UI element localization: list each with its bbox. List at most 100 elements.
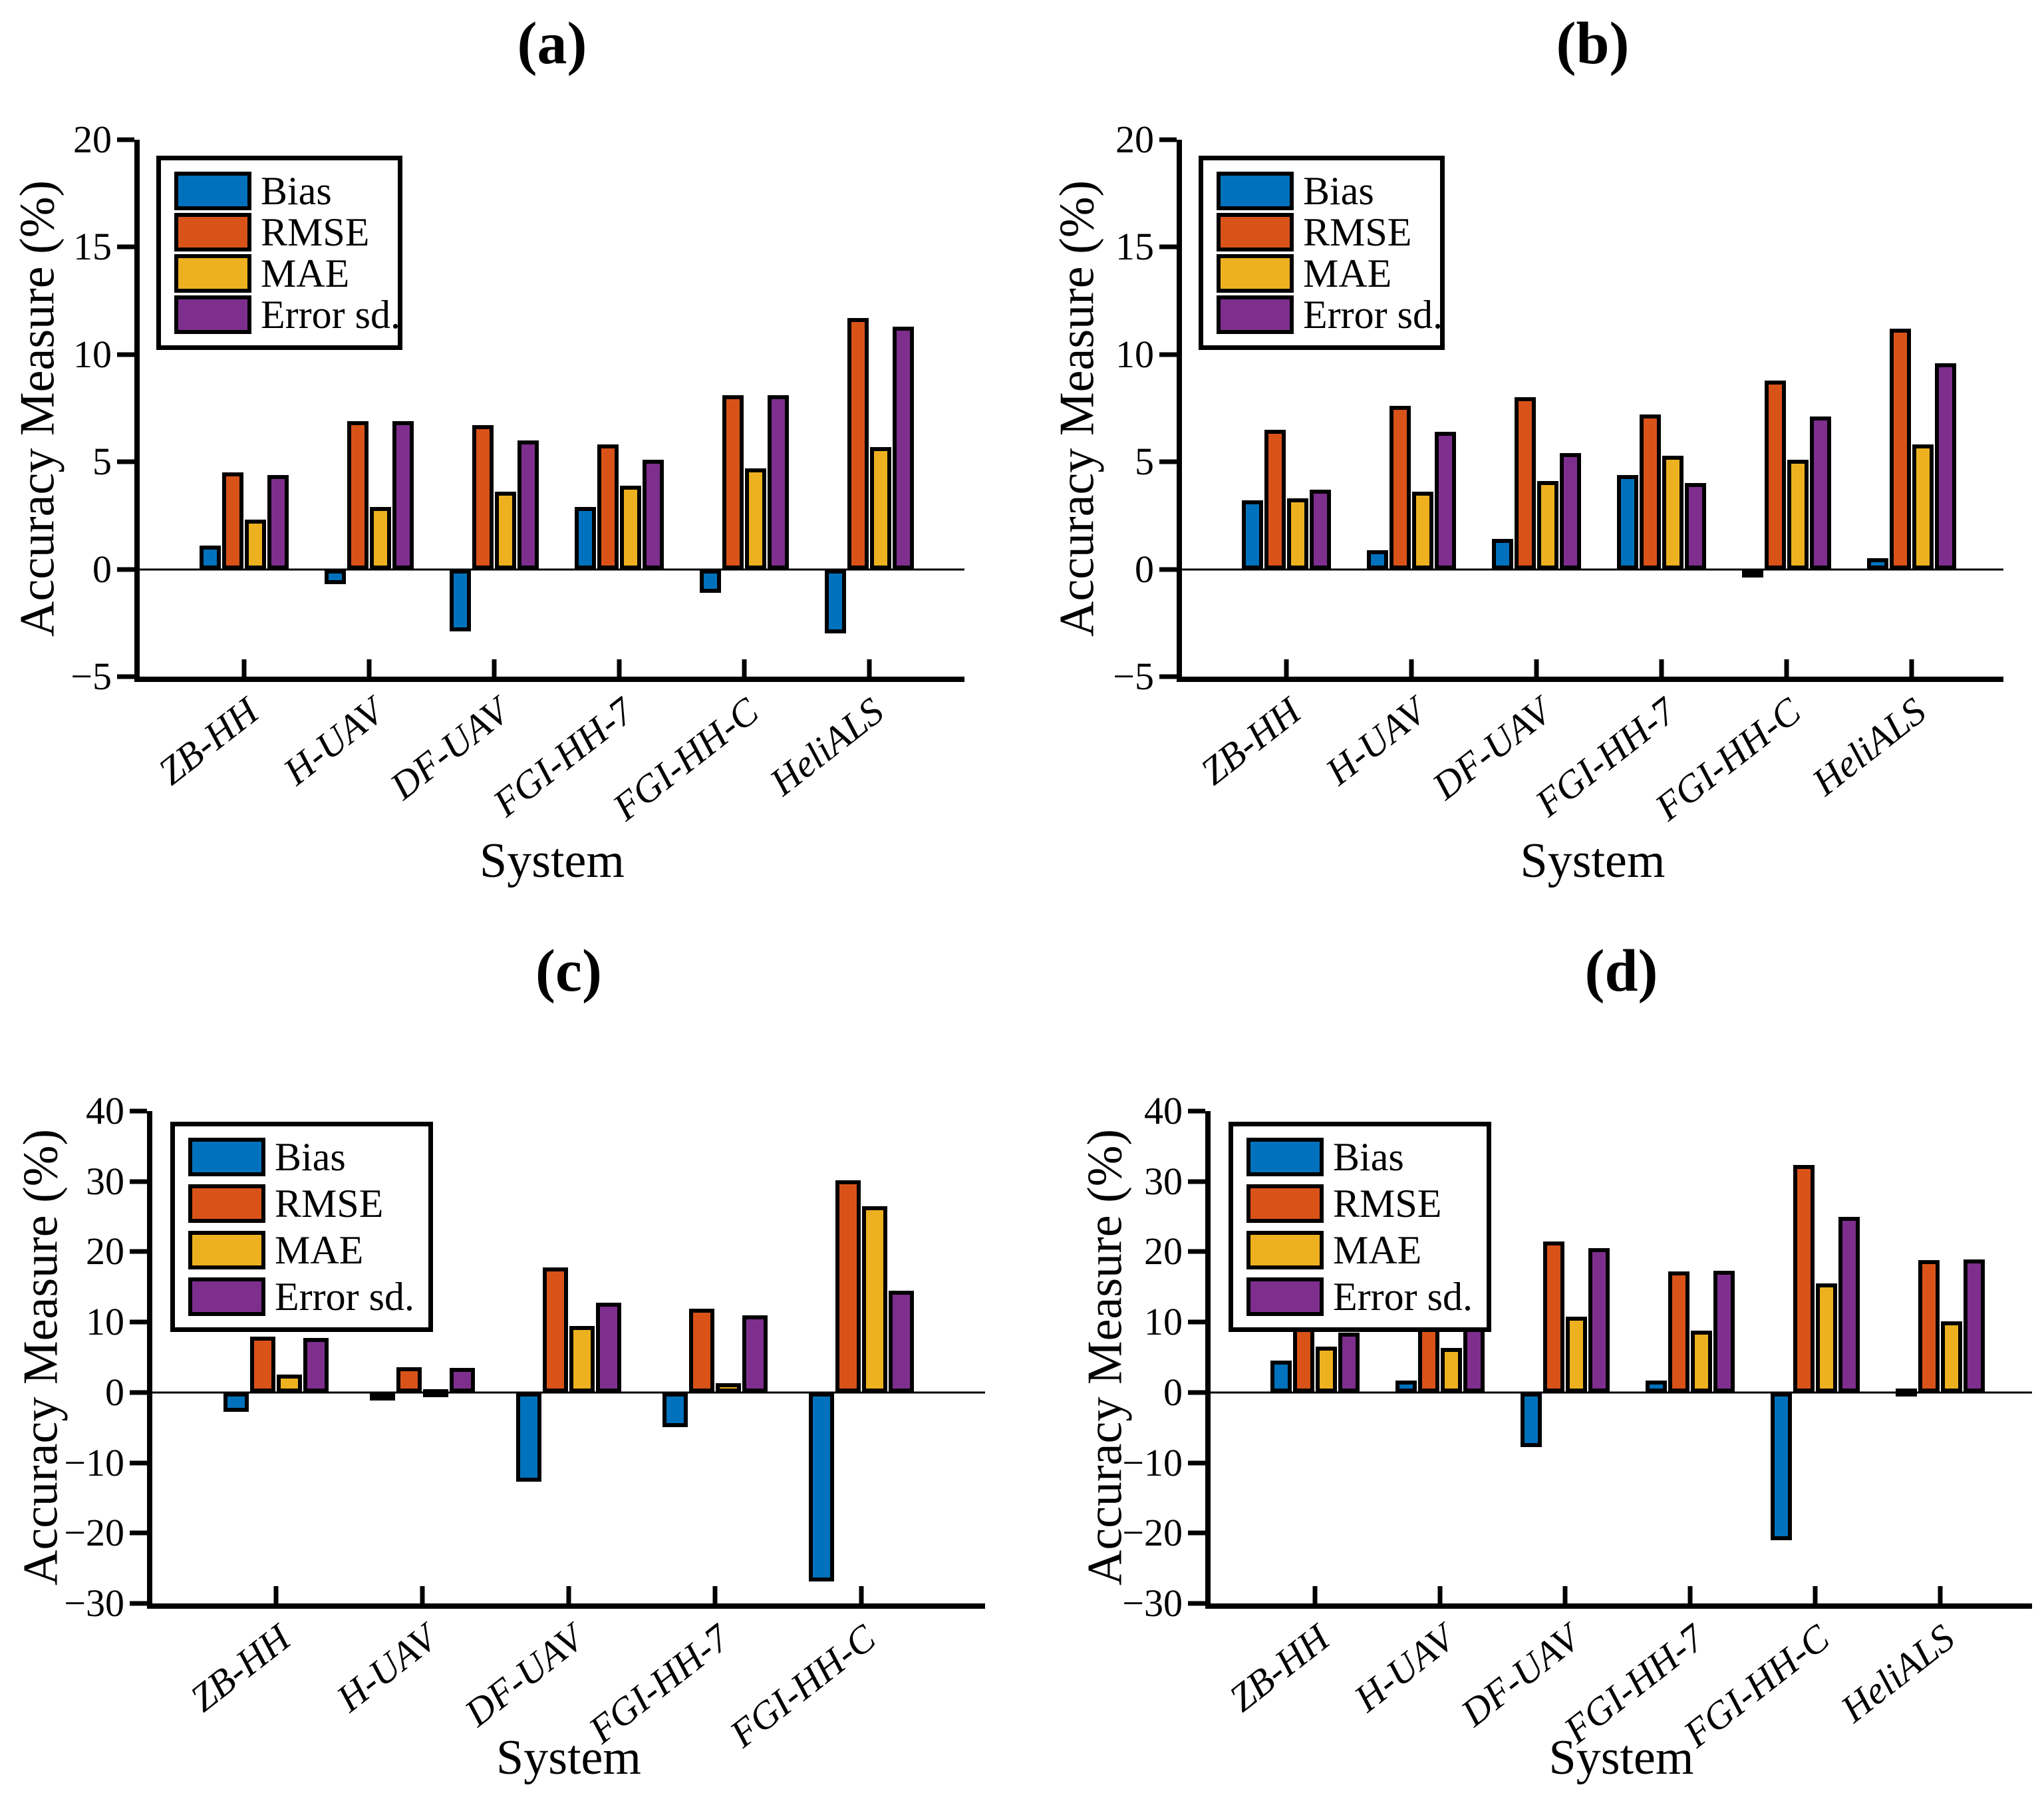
x-tick-mark bbox=[1784, 659, 1789, 677]
x-tick-label: H-UAV bbox=[1346, 1615, 1463, 1721]
bar bbox=[870, 446, 891, 570]
x-tick-mark bbox=[420, 1586, 425, 1603]
bar bbox=[347, 420, 368, 570]
bar bbox=[1412, 492, 1433, 570]
y-tick-mark bbox=[117, 459, 134, 464]
x-tick-mark bbox=[712, 1586, 718, 1603]
legend-swatch-bias bbox=[1246, 1138, 1324, 1176]
y-tick-label: 40 bbox=[1144, 1089, 1183, 1132]
y-tick-mark bbox=[1188, 1601, 1205, 1606]
panel-d-plot-area: 40 30 20 10 0 −10 −20 −30 ZB-HH H-UAV DF-UAV FGI-HH… bbox=[1122, 1092, 2032, 1756]
bar bbox=[1765, 380, 1786, 570]
legend: Bias RMSE MAE Error sd. bbox=[170, 1122, 433, 1332]
y-tick-mark bbox=[1159, 459, 1177, 464]
panel-b-x-axis-label: System bbox=[1520, 834, 1666, 888]
bar bbox=[245, 520, 266, 570]
legend-swatch-mae bbox=[1217, 254, 1294, 293]
y-tick-mark bbox=[1188, 1108, 1205, 1114]
x-tick-label: H-UAV bbox=[1317, 689, 1434, 794]
bar bbox=[1685, 483, 1706, 570]
legend-item: RMSE bbox=[1246, 1184, 1473, 1224]
legend-label: MAE bbox=[275, 1228, 364, 1272]
zero-line bbox=[152, 1391, 985, 1394]
bar bbox=[1912, 444, 1934, 570]
bar bbox=[1588, 1248, 1610, 1393]
legend-swatch-error-sd- bbox=[188, 1277, 265, 1316]
legend-swatch-error-sd- bbox=[1246, 1277, 1324, 1316]
legend-swatch-error-sd- bbox=[1217, 295, 1294, 334]
bar bbox=[1543, 1241, 1564, 1393]
bar bbox=[1964, 1259, 1985, 1393]
x-tick-mark bbox=[1409, 659, 1414, 677]
bar bbox=[1668, 1271, 1689, 1393]
legend-item: MAE bbox=[188, 1230, 415, 1270]
bar bbox=[1935, 363, 1956, 570]
legend-label: Error sd. bbox=[1333, 1275, 1473, 1319]
panel-d-x-axis-label: System bbox=[1548, 1731, 1694, 1785]
panel-a-x-axis-label: System bbox=[480, 834, 625, 888]
y-tick-mark bbox=[1188, 1460, 1205, 1466]
y-tick-mark bbox=[117, 567, 134, 572]
y-tick-label: −20 bbox=[64, 1511, 124, 1555]
bar bbox=[835, 1180, 861, 1393]
bar bbox=[597, 444, 619, 570]
bar bbox=[862, 1206, 887, 1393]
bar bbox=[1810, 416, 1831, 570]
y-tick-label: 30 bbox=[86, 1159, 124, 1203]
bar bbox=[742, 1315, 768, 1393]
bar bbox=[1713, 1270, 1735, 1393]
legend-item: Bias bbox=[1217, 171, 1427, 211]
y-tick-mark bbox=[117, 674, 134, 679]
x-tick-mark bbox=[273, 1586, 279, 1603]
legend-item: Bias bbox=[188, 1137, 415, 1177]
panel-c-title: (c) bbox=[535, 938, 602, 1004]
y-tick-mark bbox=[130, 1179, 147, 1184]
bar bbox=[1691, 1330, 1712, 1393]
panel-c-plot-area: 40 30 20 10 0 −10 −20 −30 ZB-HH H-UAV DF-UAV FGI-HH… bbox=[64, 1092, 985, 1756]
bar bbox=[325, 569, 346, 585]
bar bbox=[222, 472, 243, 570]
bar bbox=[825, 569, 846, 634]
x-tick-label: HeliALS bbox=[762, 689, 892, 804]
bar bbox=[396, 1367, 422, 1393]
y-tick-label: 0 bbox=[105, 1370, 124, 1414]
x-tick-label: DF-UAV bbox=[456, 1615, 591, 1735]
y-tick-label: 40 bbox=[86, 1089, 124, 1132]
panel-c-y-axis-label: Accuracy Measure (%) bbox=[13, 1128, 69, 1586]
bar bbox=[1270, 1361, 1292, 1393]
legend-label: MAE bbox=[261, 251, 350, 295]
bar bbox=[1816, 1283, 1837, 1393]
legend: Bias RMSE MAE Error sd. bbox=[1199, 156, 1445, 350]
y-tick-label: −30 bbox=[1122, 1581, 1183, 1625]
legend-item: Error sd. bbox=[1217, 295, 1443, 335]
legend-item: Error sd. bbox=[1246, 1277, 1473, 1317]
bar bbox=[1316, 1347, 1337, 1393]
legend-label: RMSE bbox=[261, 210, 370, 254]
legend-swatch-rmse bbox=[1246, 1184, 1324, 1223]
bar bbox=[517, 440, 539, 570]
bar bbox=[1838, 1216, 1860, 1393]
y-tick-mark bbox=[1159, 674, 1177, 679]
bar bbox=[370, 1392, 395, 1401]
y-tick-label: 20 bbox=[73, 118, 112, 161]
y-tick-mark bbox=[117, 244, 134, 249]
x-tick-mark bbox=[1687, 1586, 1693, 1603]
legend-label: RMSE bbox=[275, 1182, 384, 1226]
y-tick-label: 20 bbox=[1144, 1230, 1183, 1273]
x-tick-label: HeliALS bbox=[1832, 1615, 1963, 1731]
y-tick-mark bbox=[130, 1249, 147, 1254]
zero-line bbox=[140, 568, 964, 571]
bar bbox=[250, 1337, 275, 1393]
x-axis-line bbox=[147, 1603, 985, 1609]
bar bbox=[1287, 498, 1308, 570]
y-tick-label: 5 bbox=[1135, 440, 1154, 484]
y-tick-label: 0 bbox=[1135, 547, 1154, 591]
panel-b-y-axis-label: Accuracy Measure (%) bbox=[1050, 180, 1105, 637]
legend-label: Error sd. bbox=[275, 1275, 414, 1319]
y-axis-line bbox=[134, 140, 140, 682]
y-tick-label: −30 bbox=[64, 1581, 124, 1625]
y-tick-mark bbox=[1188, 1319, 1205, 1325]
y-tick-label: 15 bbox=[1115, 225, 1154, 269]
bar bbox=[450, 569, 471, 632]
